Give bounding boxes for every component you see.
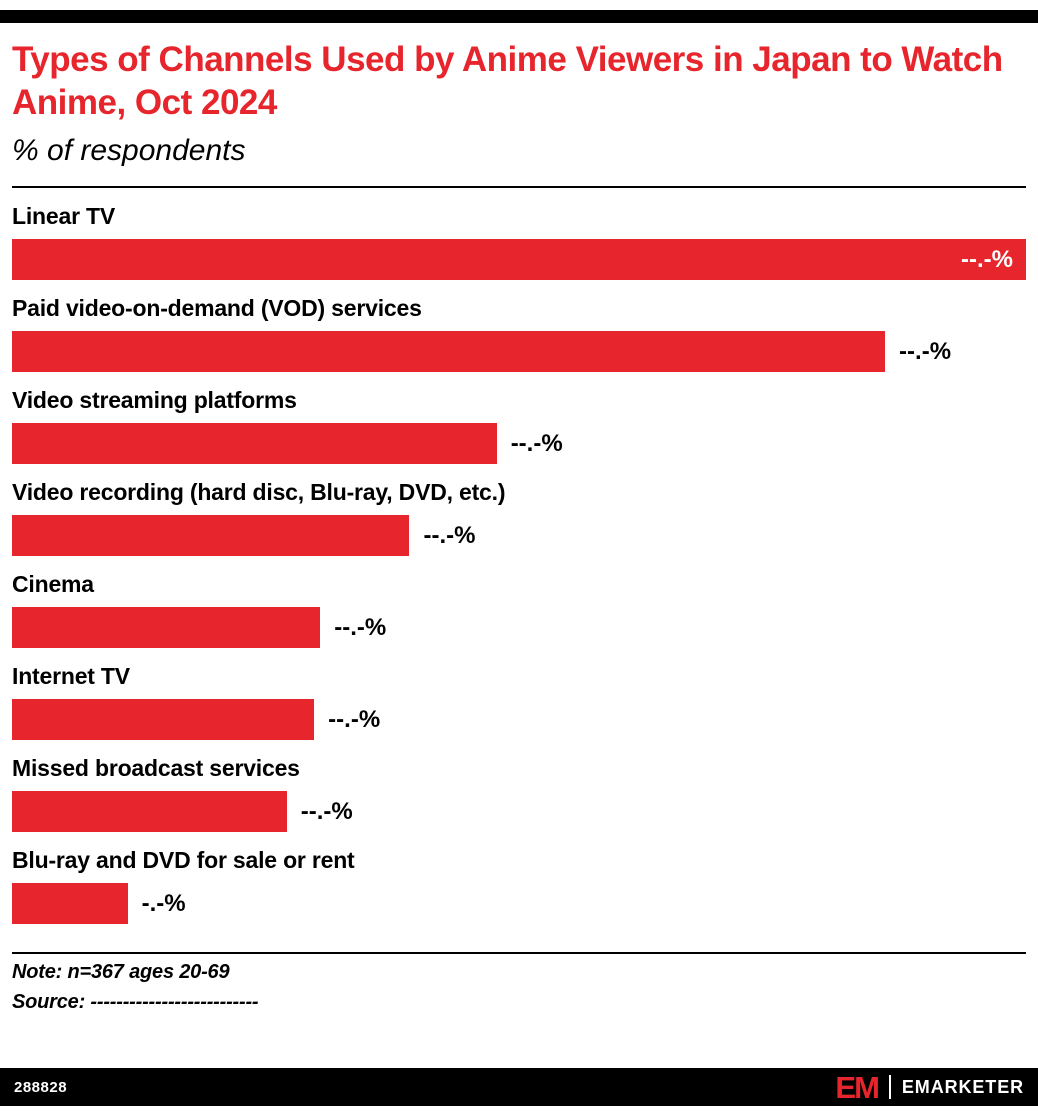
value-label: --.-% [300,797,353,825]
bar [12,607,321,649]
value-label: --.-% [334,613,387,641]
value-label: --.-% [328,705,381,733]
bar-track: --.-% [12,515,1026,557]
bar-track: --.-% [12,607,1026,649]
bar [12,699,315,741]
bar: --.-% [12,239,1026,281]
header-divider [12,186,1026,189]
category-label: Paid video-on-demand (VOD) services [12,295,422,322]
chart-row: Video recording (hard disc, Blu-ray, DVD… [12,479,1026,557]
category-label: Video streaming platforms [12,387,297,414]
chart-row: Cinema --.-% [12,571,1026,649]
page-title: Types of Channels Used by Anime Viewers … [12,40,1003,122]
bar-track: -.-% [12,883,1026,925]
chart-row: Internet TV --.-% [12,663,1026,741]
footer-divider [12,952,1026,955]
category-label: Blu-ray and DVD for sale or rent [12,847,355,874]
category-label: Internet TV [12,663,130,690]
chart-row: Video streaming platforms --.-% [12,387,1026,465]
logo-divider [888,1075,891,1099]
bar-track: --.-% [12,239,1026,281]
value-label: --.-% [423,521,476,549]
emarketer-logo: EM EMARKETER [835,1072,1024,1103]
source-text: Source: -------------------------- [12,991,259,1014]
chart-id: 288828 [14,1078,68,1096]
value-label: --.-% [899,337,952,365]
value-label: --.-% [961,245,1013,273]
chart-row: Linear TV --.-% [12,203,1026,281]
category-label: Video recording (hard disc, Blu-ray, DVD… [12,479,506,506]
category-label: Linear TV [12,203,116,230]
chart-row: Paid video-on-demand (VOD) services --.-% [12,295,1026,373]
value-label: --.-% [510,429,563,457]
chart-content: Types of Channels Used by Anime Viewers … [0,23,1038,1068]
bar [12,423,497,465]
top-border-bar [0,10,1038,23]
bar [12,331,886,373]
bar-track: --.-% [12,699,1026,741]
bar-track: --.-% [12,331,1026,373]
footer-bar: 288828 EM EMARKETER [0,1068,1038,1106]
bar [12,791,287,833]
bar [12,515,410,557]
chart-subtitle: % of respondents [12,134,246,168]
category-label: Missed broadcast services [12,755,300,782]
bar-track: --.-% [12,791,1026,833]
bar [12,883,128,925]
bar-chart: Linear TV --.-% Paid video-on-demand (VOD)… [12,203,1026,925]
note-text: Note: n=367 ages 20-69 [12,961,230,984]
em-logo-icon: EM [835,1069,879,1105]
chart-row: Missed broadcast services --.-% [12,755,1026,833]
bar-track: --.-% [12,423,1026,465]
brand-name: EMARKETER [901,1076,1024,1097]
category-label: Cinema [12,571,94,598]
chart-row: Blu-ray and DVD for sale or rent -.-% [12,847,1026,925]
value-label: -.-% [141,889,186,917]
